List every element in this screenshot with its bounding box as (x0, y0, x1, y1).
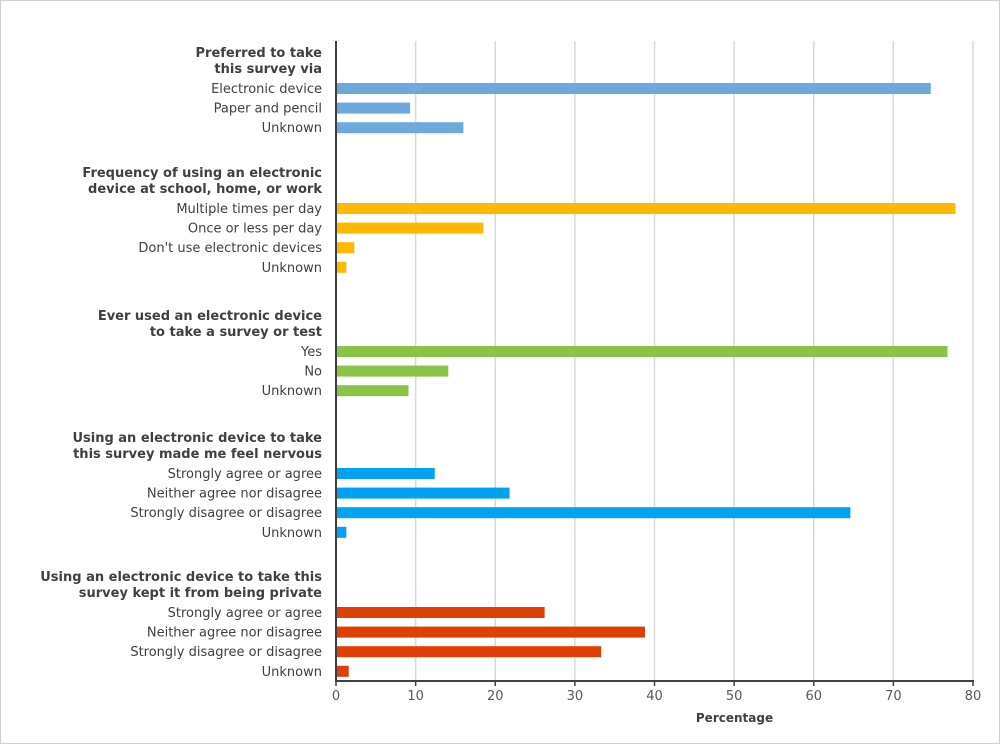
bar (336, 261, 347, 273)
bar (336, 665, 349, 677)
category-label: Unknown (262, 261, 322, 276)
bar (336, 222, 484, 234)
x-tick-label: 70 (885, 689, 902, 704)
group-title: survey kept it from being private (79, 586, 322, 601)
group-title: Ever used an electronic device (98, 309, 322, 324)
category-label: Electronic device (211, 82, 322, 97)
group-title: Using an electronic device to take this (40, 570, 322, 585)
category-label: Strongly agree or agree (168, 467, 322, 482)
category-label: Unknown (262, 384, 322, 399)
category-label: Once or less per day (188, 222, 322, 237)
category-label: Paper and pencil (214, 102, 322, 117)
bar (336, 203, 956, 214)
bar (336, 83, 931, 94)
group-title: Frequency of using an electronic (82, 166, 322, 181)
category-label: No (304, 365, 322, 380)
group-title: Preferred to take (196, 46, 323, 61)
category-label: Don't use electronic devices (138, 241, 322, 256)
category-label: Yes (300, 345, 322, 360)
bar (336, 487, 510, 499)
x-tick-label: 0 (332, 689, 340, 704)
bar (336, 102, 411, 114)
group-title: this survey made me feel nervous (73, 447, 322, 462)
bar (336, 468, 435, 479)
x-tick-label: 10 (407, 689, 424, 704)
x-tick-label: 40 (646, 689, 663, 704)
bar (336, 242, 355, 254)
category-label: Strongly disagree or disagree (130, 506, 322, 521)
x-tick-label: 20 (487, 689, 504, 704)
group-title: this survey via (214, 62, 322, 77)
category-label: Strongly disagree or disagree (130, 645, 322, 660)
bar (336, 365, 449, 377)
group-title: device at school, home, or work (88, 182, 322, 197)
bar (336, 526, 347, 538)
bar (336, 122, 464, 134)
x-tick-label: 60 (805, 689, 822, 704)
category-label: Neither agree nor disagree (147, 626, 322, 641)
category-label: Strongly agree or agree (168, 606, 322, 621)
category-label: Unknown (262, 121, 322, 136)
x-tick-label: 30 (567, 689, 584, 704)
category-label: Neither agree nor disagree (147, 487, 322, 502)
group-title: to take a survey or test (150, 325, 322, 340)
bar (336, 607, 545, 618)
bar (336, 646, 602, 658)
category-label: Multiple times per day (176, 202, 322, 217)
bar (336, 626, 645, 638)
category-label: Unknown (262, 526, 322, 541)
category-label: Unknown (262, 665, 322, 680)
bar (336, 346, 948, 357)
bar (336, 385, 409, 397)
x-tick-label: 80 (965, 689, 982, 704)
group-title: Using an electronic device to take (72, 431, 322, 446)
x-tick-label: 50 (726, 689, 743, 704)
bar (336, 507, 851, 519)
x-axis-title: Percentage (696, 711, 773, 725)
